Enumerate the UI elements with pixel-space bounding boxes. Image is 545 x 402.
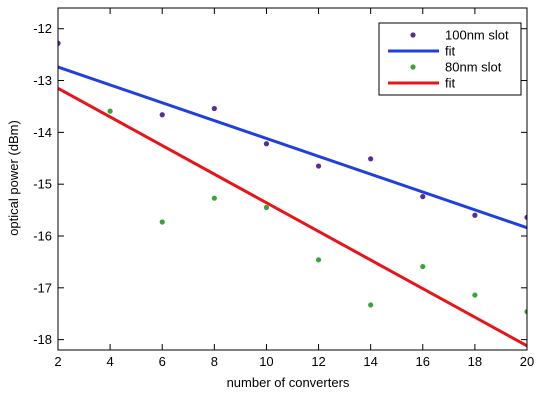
legend-label: 100nm slot (445, 28, 509, 43)
x-tick-label: 14 (363, 354, 377, 369)
x-tick-label: 16 (416, 354, 430, 369)
data-point (315, 163, 322, 169)
y-tick-label: -12 (33, 21, 52, 36)
x-tick-label: 4 (106, 354, 113, 369)
data-point (420, 194, 426, 200)
x-tick-label: 8 (211, 354, 218, 369)
legend-label: fit (445, 76, 456, 91)
y-tick-label: -13 (33, 73, 52, 88)
legend-label: 80nm slot (445, 60, 502, 75)
legend-label: fit (445, 44, 456, 59)
x-tick-label: 10 (259, 354, 273, 369)
x-axis-label: number of converters (227, 375, 350, 390)
data-point (159, 219, 165, 225)
data-point (263, 141, 270, 147)
x-tick-label: 2 (54, 354, 61, 369)
data-point (420, 263, 426, 270)
y-tick-label: -15 (33, 177, 52, 192)
y-tick-label: -18 (33, 332, 52, 347)
data-point (107, 108, 113, 114)
x-tick-label: 12 (311, 354, 325, 369)
data-point (472, 292, 478, 298)
data-point (368, 302, 374, 308)
data-point (315, 257, 322, 263)
legend-marker (410, 32, 416, 38)
fit-line (58, 65, 527, 230)
data-point (58, 40, 61, 46)
data-point (524, 309, 527, 315)
y-axis-label: optical power (dBm) (6, 120, 21, 236)
data-point (472, 212, 478, 218)
data-point (159, 112, 165, 118)
data-point (211, 195, 217, 201)
data-point (524, 214, 527, 220)
x-tick-label: 6 (159, 354, 166, 369)
x-tick-label: 18 (468, 354, 482, 369)
legend-marker (410, 64, 416, 70)
fit-line (58, 87, 527, 348)
y-tick-label: -14 (33, 125, 52, 140)
y-tick-label: -17 (33, 280, 52, 295)
y-tick-label: -16 (33, 229, 52, 244)
plot-frame (57, 7, 528, 351)
data-point (263, 204, 270, 211)
data-point (211, 105, 217, 112)
data-point (368, 156, 374, 162)
x-tick-label: 20 (520, 354, 534, 369)
